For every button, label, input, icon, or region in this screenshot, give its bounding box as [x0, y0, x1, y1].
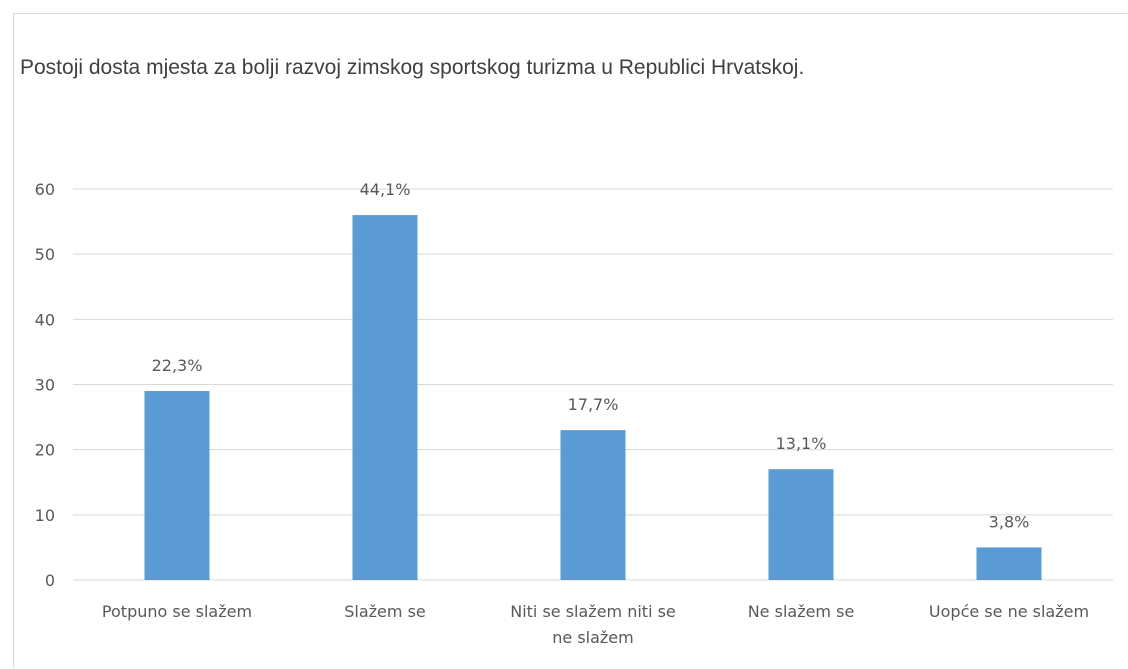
y-tick-label: 60: [35, 180, 55, 199]
y-tick-label: 30: [35, 376, 55, 395]
y-tick-label: 10: [35, 506, 55, 525]
x-category-label: Ne slažem se: [748, 602, 855, 621]
data-label: 44,1%: [360, 180, 411, 199]
y-tick-label: 50: [35, 245, 55, 264]
y-tick-label: 20: [35, 441, 55, 460]
data-label: 13,1%: [776, 434, 827, 453]
x-category-label: Uopće se ne slažem: [929, 602, 1089, 621]
bar: [560, 430, 626, 580]
y-tick-label: 0: [45, 571, 55, 590]
x-category-label: Slažem se: [344, 602, 426, 621]
y-tick-label: 40: [35, 310, 55, 329]
bar: [976, 547, 1042, 580]
bar: [144, 391, 210, 580]
data-label: 17,7%: [568, 395, 619, 414]
data-label: 22,3%: [152, 356, 203, 375]
x-category-label: ne slažem: [552, 628, 633, 647]
x-category-label: Potpuno se slažem: [102, 602, 252, 621]
chart-title: Postoji dosta mjesta za bolji razvoj zim…: [20, 56, 805, 79]
data-label: 3,8%: [989, 512, 1030, 531]
bar: [352, 215, 418, 581]
bar: [768, 469, 834, 580]
x-category-label: Niti se slažem niti se: [510, 602, 676, 621]
